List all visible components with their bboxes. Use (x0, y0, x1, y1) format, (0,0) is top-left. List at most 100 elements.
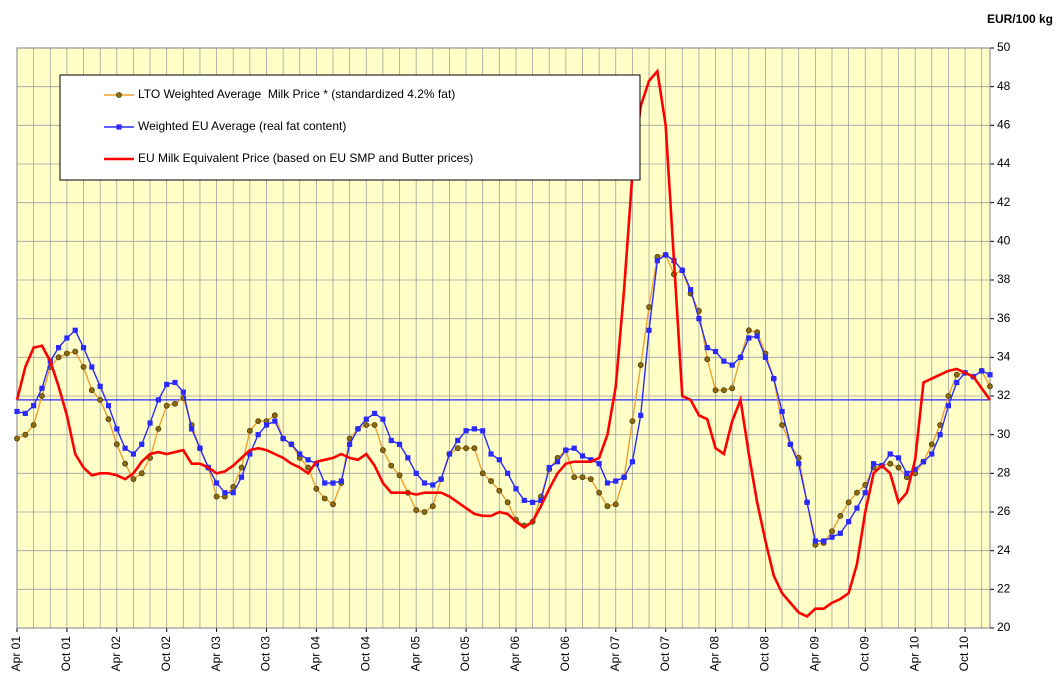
x-tick-label: Oct 08 (758, 636, 772, 672)
point (438, 476, 444, 482)
point (338, 478, 344, 484)
point (305, 457, 311, 463)
point (887, 460, 894, 467)
point (72, 348, 79, 355)
x-tick-label: Apr 08 (708, 636, 722, 672)
point (979, 368, 985, 374)
point (88, 387, 95, 394)
y-tick-label: 50 (997, 40, 1011, 54)
y-tick-label: 48 (997, 79, 1011, 93)
x-tick-label: Oct 03 (259, 636, 273, 672)
point (604, 480, 611, 486)
point (571, 474, 578, 481)
point (122, 460, 129, 467)
point (446, 451, 453, 457)
point (596, 461, 602, 467)
point (954, 379, 960, 386)
point (413, 507, 420, 513)
point (779, 422, 785, 428)
point (937, 432, 943, 438)
point (213, 493, 220, 500)
point (471, 426, 477, 432)
point (696, 316, 702, 322)
point (163, 402, 170, 409)
point (787, 441, 794, 447)
y-axis-label: EUR/100 kg (987, 12, 1053, 26)
point (588, 457, 594, 463)
point (138, 470, 145, 477)
series-line (15, 68, 992, 618)
point (737, 354, 744, 360)
x-tick-label: Oct 06 (558, 636, 572, 672)
point (479, 470, 486, 477)
y-tick-label: 36 (997, 311, 1011, 325)
point (762, 354, 769, 360)
legend-label: EU Milk Equivalent Price (based on EU SM… (138, 151, 473, 165)
point (380, 416, 386, 422)
y-tick-label: 40 (997, 234, 1011, 248)
point (563, 447, 569, 453)
point (829, 528, 835, 535)
point (80, 364, 87, 370)
point (113, 441, 120, 448)
point (846, 519, 852, 525)
point (272, 418, 278, 424)
x-tick-label: Oct 01 (59, 636, 73, 672)
point (613, 478, 619, 484)
point (72, 327, 78, 333)
point (629, 418, 636, 425)
x-tick-label: Apr 10 (907, 636, 921, 672)
point (538, 497, 544, 503)
x-tick-label: Oct 07 (658, 636, 672, 672)
point (496, 457, 502, 463)
point (155, 397, 161, 403)
legend-label: Weighted EU Average (real fat content) (138, 119, 346, 133)
point (413, 470, 419, 476)
point (213, 480, 220, 486)
point (147, 420, 153, 426)
series-line (16, 254, 991, 546)
y-tick-label: 30 (997, 427, 1011, 441)
point (571, 445, 577, 451)
point (720, 387, 727, 394)
point (721, 358, 727, 364)
point (854, 489, 860, 496)
point (197, 445, 203, 451)
x-tick-label: Apr 03 (209, 636, 223, 672)
x-tick-label: Oct 09 (857, 636, 871, 672)
point (546, 464, 552, 471)
point (97, 396, 104, 403)
point (363, 416, 369, 422)
point (579, 474, 586, 481)
x-tick-label: Apr 07 (608, 636, 622, 672)
point (604, 503, 611, 510)
point (646, 304, 652, 310)
point (180, 389, 186, 395)
point (322, 480, 328, 486)
point (821, 538, 827, 544)
point (396, 441, 403, 447)
legend-marker (116, 124, 122, 130)
point (488, 478, 494, 484)
plot-border (16, 47, 991, 629)
point (271, 412, 278, 419)
y-tick-label: 26 (997, 504, 1011, 518)
point (30, 422, 37, 428)
point (246, 427, 253, 434)
point (22, 410, 28, 416)
point (895, 464, 902, 471)
point (164, 381, 170, 387)
point (405, 455, 411, 461)
point (105, 416, 112, 423)
y-tick-label: 28 (997, 466, 1011, 480)
point (330, 501, 336, 508)
point (31, 403, 37, 409)
point (504, 499, 511, 506)
legend-box (59, 74, 641, 181)
x-tick-label: Apr 01 (9, 636, 23, 672)
point (64, 335, 70, 341)
point (122, 445, 128, 451)
point (521, 497, 527, 503)
point (829, 534, 835, 540)
point (496, 487, 503, 494)
